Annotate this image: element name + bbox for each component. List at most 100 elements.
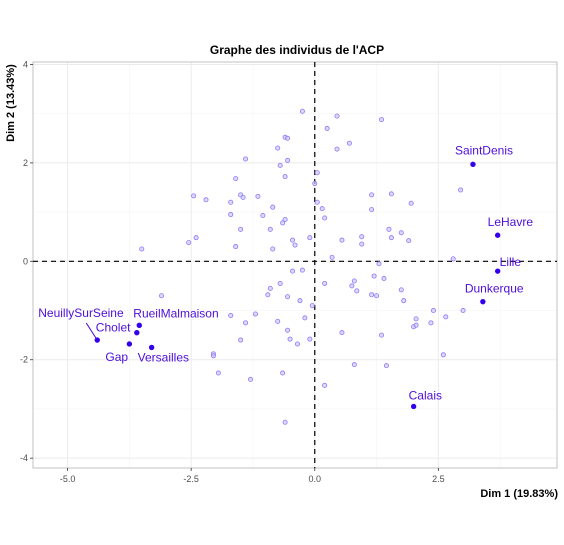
- individual-point: [443, 314, 449, 320]
- y-tick-label: 4: [23, 59, 28, 69]
- x-tick-label: 0.0: [309, 474, 322, 484]
- individual-point: [307, 235, 313, 241]
- individual-point: [233, 176, 239, 182]
- individual-point: [401, 298, 407, 304]
- individual-point: [450, 256, 456, 262]
- x-tick-label: -5.0: [60, 474, 76, 484]
- individual-point: [282, 174, 288, 180]
- individual-point: [322, 280, 328, 286]
- individual-point: [299, 108, 305, 114]
- individual-point: [354, 288, 360, 294]
- individual-point: [228, 212, 234, 218]
- individual-point: [270, 246, 276, 252]
- point-label: Versailles: [138, 350, 189, 364]
- individual-point: [210, 353, 216, 359]
- individual-point: [238, 226, 244, 232]
- individual-point: [349, 283, 355, 289]
- labeled-point: [410, 403, 417, 410]
- individual-point: [379, 117, 385, 123]
- individual-point: [159, 293, 165, 299]
- individual-point: [285, 157, 291, 163]
- labeled-point: [134, 329, 140, 336]
- point-label: Dunkerque: [465, 282, 524, 296]
- individual-point: [267, 226, 273, 232]
- individual-point: [406, 238, 412, 244]
- individual-point: [322, 215, 328, 221]
- y-tick-label: -2: [20, 355, 28, 365]
- labeled-point: [136, 322, 142, 328]
- point-label: Gap: [105, 350, 128, 364]
- individual-point: [280, 370, 286, 376]
- x-axis-label: Dim 1 (19.83%): [480, 488, 558, 500]
- individual-point: [297, 298, 303, 304]
- individual-point: [228, 312, 234, 318]
- individual-point: [458, 187, 464, 193]
- labeled-point: [480, 298, 486, 305]
- individual-point: [287, 336, 293, 342]
- individual-point: [203, 197, 209, 203]
- individual-point: [369, 292, 375, 298]
- individual-point: [280, 220, 286, 226]
- labeled-point: [94, 337, 100, 343]
- x-axis-ticks: -5.0 -2.5 0.0 2.5: [60, 468, 445, 484]
- individual-point: [294, 341, 300, 347]
- individual-point: [275, 318, 281, 324]
- point-label: Cholet: [96, 321, 131, 335]
- individual-point: [413, 322, 419, 328]
- individual-point: [319, 206, 325, 212]
- label-leader-line: [85, 322, 98, 341]
- individual-point: [359, 241, 365, 247]
- individual-point: [275, 145, 281, 151]
- individual-point: [329, 254, 335, 260]
- labeled-point: [148, 344, 155, 351]
- point-label: SaintDenis: [455, 143, 513, 157]
- individual-point: [255, 193, 261, 199]
- y-tick-label: 2: [23, 158, 28, 168]
- individual-point: [307, 336, 313, 342]
- individual-point: [374, 293, 380, 299]
- individual-point: [351, 278, 357, 284]
- individual-point: [460, 308, 466, 314]
- individual-point: [248, 376, 254, 382]
- y-tick-label: 0: [23, 256, 28, 266]
- individual-point: [334, 146, 340, 152]
- individual-point: [379, 332, 385, 338]
- individual-point: [309, 303, 315, 309]
- individual-point: [285, 135, 291, 141]
- individual-point: [413, 316, 419, 322]
- individual-point: [282, 419, 288, 425]
- plot-panel: SaintDenis LeHavre Lille Dunkerque Calais Neu…: [32, 61, 558, 469]
- individual-point: [285, 294, 291, 300]
- y-tick-label: -4: [20, 453, 28, 463]
- individual-point: [233, 244, 239, 250]
- point-label: LeHavre: [488, 215, 534, 229]
- individual-point: [398, 287, 404, 293]
- individual-point: [267, 285, 273, 291]
- individual-point: [290, 237, 296, 243]
- individual-point: [440, 352, 446, 358]
- labeled-point: [494, 268, 501, 274]
- individual-point: [277, 162, 283, 168]
- individual-point: [282, 216, 288, 222]
- individual-point: [285, 327, 291, 333]
- individual-point: [292, 242, 298, 248]
- individual-point: [383, 363, 389, 369]
- individual-point: [252, 311, 258, 317]
- individual-point: [243, 156, 249, 162]
- individual-point: [381, 276, 387, 282]
- individual-point: [369, 192, 375, 198]
- individual-point: [398, 230, 404, 236]
- individual-point: [260, 213, 266, 219]
- individual-point: [139, 246, 145, 252]
- individual-point: [243, 320, 249, 326]
- individual-point: [339, 237, 345, 243]
- individual-point: [324, 125, 330, 131]
- individual-point: [215, 370, 221, 376]
- individual-point: [191, 193, 197, 199]
- panel-background: [33, 62, 557, 468]
- labeled-point: [494, 232, 501, 238]
- individual-point: [314, 199, 320, 205]
- individual-point: [371, 273, 377, 279]
- individual-point: [240, 194, 246, 200]
- individual-point: [302, 315, 308, 321]
